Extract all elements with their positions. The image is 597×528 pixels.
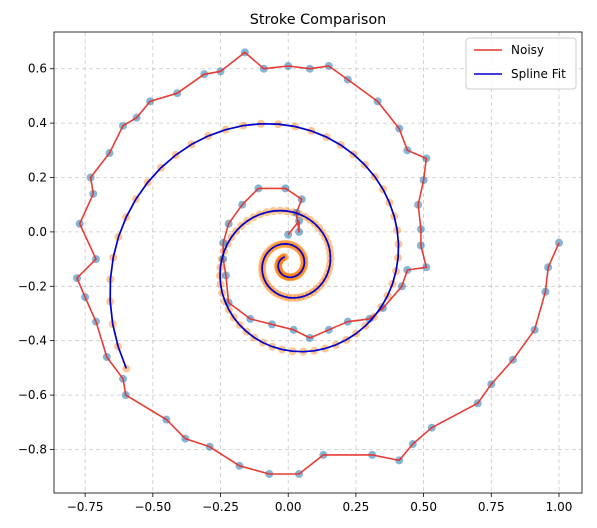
legend: Noisy Spline Fit	[465, 37, 577, 90]
x-tick-label: −0.50	[134, 500, 171, 514]
y-tick-label: 0.4	[28, 116, 47, 130]
x-tick-label: 0.50	[410, 500, 437, 514]
x-tick-label: 1.00	[546, 500, 573, 514]
y-tick-label: 0.0	[28, 225, 47, 239]
x-tick-label: 0.75	[478, 500, 505, 514]
legend-spline-label: Spline Fit	[511, 67, 566, 81]
noisy-sample-point	[554, 238, 563, 247]
y-tick-label: −0.2	[18, 279, 47, 293]
y-tick-label: 0.2	[28, 171, 47, 185]
y-tick-label: 0.6	[28, 62, 47, 76]
spline-fit-line	[109, 122, 400, 369]
legend-noisy-label: Noisy	[511, 43, 544, 57]
noisy-line-layer	[76, 51, 560, 475]
x-tick-label: 0.25	[343, 500, 370, 514]
x-tick-label: −0.75	[67, 500, 104, 514]
spline-line-layer	[109, 122, 400, 369]
axis-ticks: −0.75 −0.50 −0.25 0.00 0.25 0.50 0.75 1.00 −0.8 −…	[18, 62, 572, 514]
x-tick-label: −0.25	[202, 500, 239, 514]
chart-title: Stroke Comparison	[250, 12, 387, 28]
grid-lines	[54, 32, 582, 493]
plot-frame	[53, 31, 583, 494]
y-tick-label: −0.6	[18, 388, 47, 402]
x-tick-label: 0.00	[275, 500, 302, 514]
y-tick-label: −0.8	[18, 442, 47, 456]
noisy-line	[76, 51, 560, 475]
y-tick-label: −0.4	[18, 334, 47, 348]
spline-sample-point	[122, 364, 131, 373]
